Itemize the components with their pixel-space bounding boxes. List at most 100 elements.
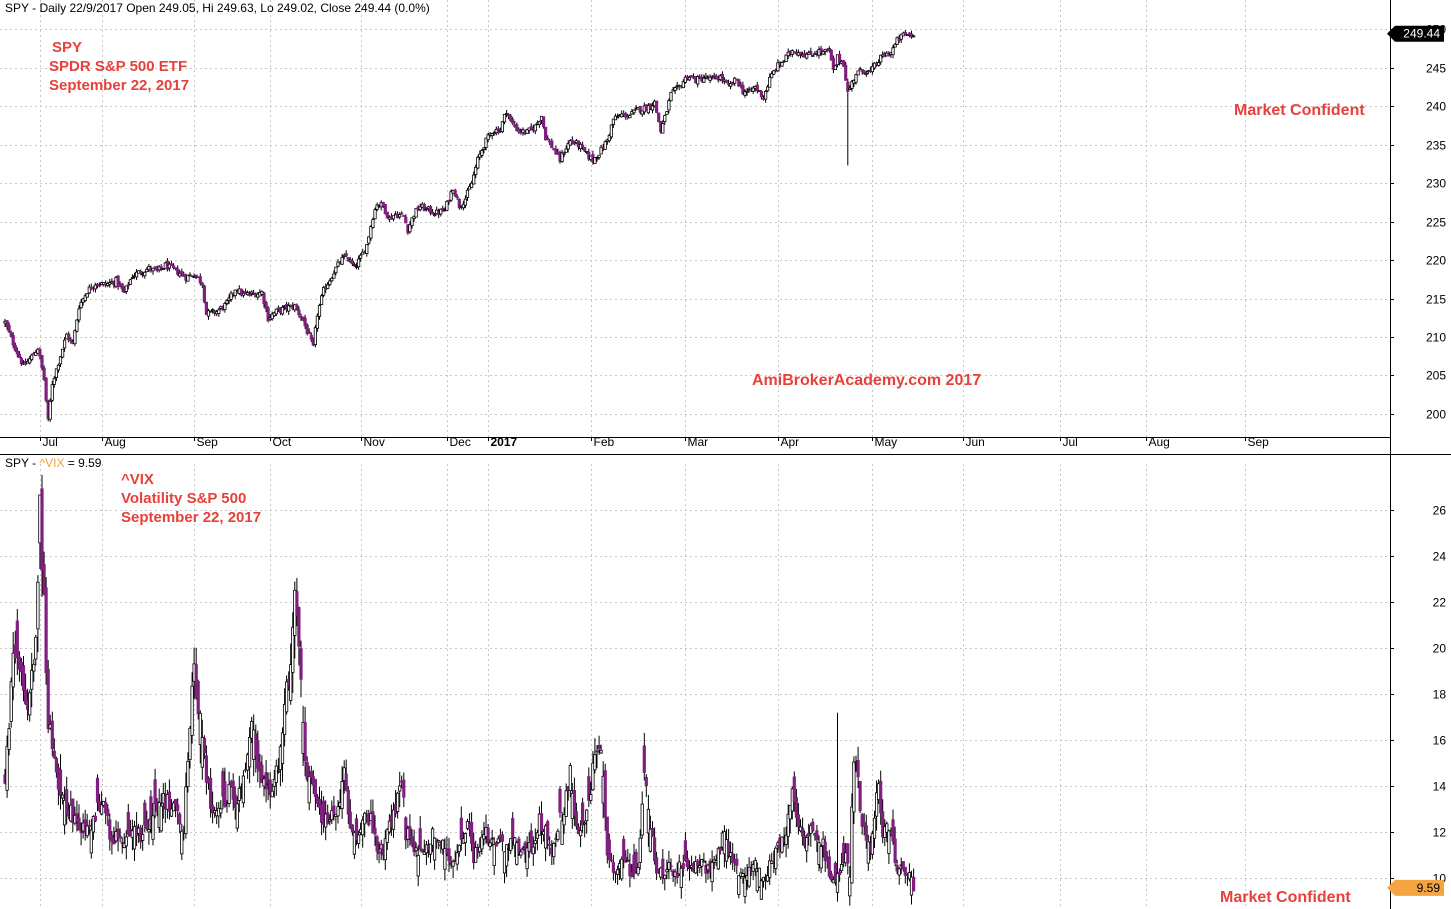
spy-annotation-symbol: SPY: [52, 39, 83, 56]
vix-candle-body: [422, 851, 426, 855]
spy-candle-body: [206, 310, 211, 317]
vix-candles: [3, 474, 916, 906]
vix-candle-body: [284, 681, 289, 713]
vix-candle-body: [198, 712, 202, 745]
spy-candle-body: [404, 216, 408, 224]
vix-candle-body: [515, 842, 519, 865]
spy-candle-body: [272, 312, 276, 317]
spy-candle-body: [30, 354, 34, 361]
vix-candle-body: [891, 819, 895, 842]
vix-candle-body: [833, 862, 838, 883]
spy-candle-body: [546, 137, 550, 140]
spy-candle-body: [529, 126, 533, 129]
vix-candle-body: [599, 749, 603, 754]
spy-candle-body: [143, 271, 147, 277]
x-tick-label: Jul: [43, 435, 58, 449]
vix-candle-body: [270, 790, 274, 798]
spy-candle-body: [638, 106, 642, 113]
spy-candle-body: [733, 77, 737, 84]
vix-candle-body: [504, 844, 509, 867]
spy-candle-body: [73, 330, 77, 345]
spy-candle-body: [87, 286, 91, 294]
vix-candle-body: [171, 802, 176, 812]
spy-candle-body: [17, 353, 22, 359]
spy-candle-body: [609, 124, 614, 138]
spy-candle-body: [509, 115, 513, 121]
spy-candle-body: [408, 224, 412, 233]
vix-candle-body: [274, 765, 278, 783]
vix-candle-body: [792, 776, 796, 803]
spy-candle-body: [15, 350, 19, 355]
spy-candle-body: [365, 243, 369, 254]
vix-candle-body: [846, 843, 850, 864]
vix-candle-body: [626, 859, 630, 862]
spy-candle-body: [587, 151, 591, 160]
vix-candle-body: [638, 837, 642, 863]
x-tick-label: Oct: [273, 435, 292, 449]
spy-candle-body: [83, 295, 87, 301]
vix-candle-body: [361, 819, 365, 836]
vix-candle-body: [860, 814, 864, 827]
spy-candle-body: [69, 339, 73, 342]
watermark-text: AmiBrokerAcademy.com 2017: [752, 372, 982, 389]
vix-candle-body: [385, 828, 389, 843]
vix-candle-body: [609, 859, 614, 862]
spy-candle-body: [846, 81, 850, 92]
vix-candle-body: [698, 865, 702, 869]
vix-candle-body: [317, 798, 322, 808]
vix-candle-body: [58, 769, 63, 796]
spy-candle-body: [743, 91, 747, 96]
vix-candle-body: [321, 800, 326, 825]
vix-candle-body: [509, 838, 513, 851]
vix-candle-body: [219, 808, 223, 814]
spy-candle-body: [798, 51, 803, 56]
spy-candle-body: [831, 57, 836, 70]
vix-candle-body: [644, 776, 648, 787]
vix-candle-body: [36, 581, 40, 630]
spy-candle-body: [827, 48, 831, 51]
spy-candle-body: [848, 87, 852, 90]
vix-candle-body: [685, 858, 690, 867]
vix-candle-body: [260, 764, 264, 784]
spy-y-tick-label: 230: [1426, 177, 1446, 191]
vix-candle-body: [50, 720, 54, 750]
spy-candle-body: [210, 309, 215, 312]
vix-candle-body: [443, 848, 447, 870]
spy-candle-body: [453, 189, 457, 197]
vix-candle-body: [145, 819, 149, 830]
vix-candle-body: [9, 681, 13, 722]
spy-candle-body: [400, 212, 404, 215]
vix-candle-body: [307, 776, 311, 804]
vix-candle-body: [478, 846, 482, 853]
spy-candle-body: [402, 215, 406, 217]
vix-candle-body: [15, 620, 19, 657]
vix-candle-body: [210, 805, 215, 814]
vix-candle-body: [23, 689, 28, 705]
spy-candle-body: [367, 236, 371, 244]
spy-candle-body: [544, 126, 548, 141]
vix-y-tick-label: 12: [1433, 826, 1447, 840]
vix-candle-body: [180, 830, 184, 855]
spy-candle-body: [171, 265, 176, 268]
spy-candle-body: [307, 331, 311, 335]
vix-candle-body: [572, 790, 577, 816]
spy-candle-body: [7, 324, 11, 333]
vix-y-tick-label: 26: [1433, 504, 1447, 518]
spy-candle-body: [178, 272, 182, 277]
vix-candle-body: [835, 873, 840, 893]
spy-candle-body: [432, 214, 437, 217]
vix-candle-body: [451, 861, 455, 867]
spy-candle-body: [124, 285, 128, 292]
spy-candle-body: [264, 301, 268, 310]
vix-candle-body: [895, 864, 899, 872]
vix-candle-body: [237, 787, 241, 801]
spy-candle-body: [766, 86, 770, 92]
spy-candle-body: [502, 113, 507, 123]
spy-candle-body: [455, 196, 459, 199]
vix-candle-body: [663, 874, 667, 880]
spy-candle-body: [593, 156, 597, 164]
spy-candle-body: [463, 198, 468, 206]
vix-candle-body: [687, 867, 692, 870]
vix-candle-body: [669, 865, 673, 868]
